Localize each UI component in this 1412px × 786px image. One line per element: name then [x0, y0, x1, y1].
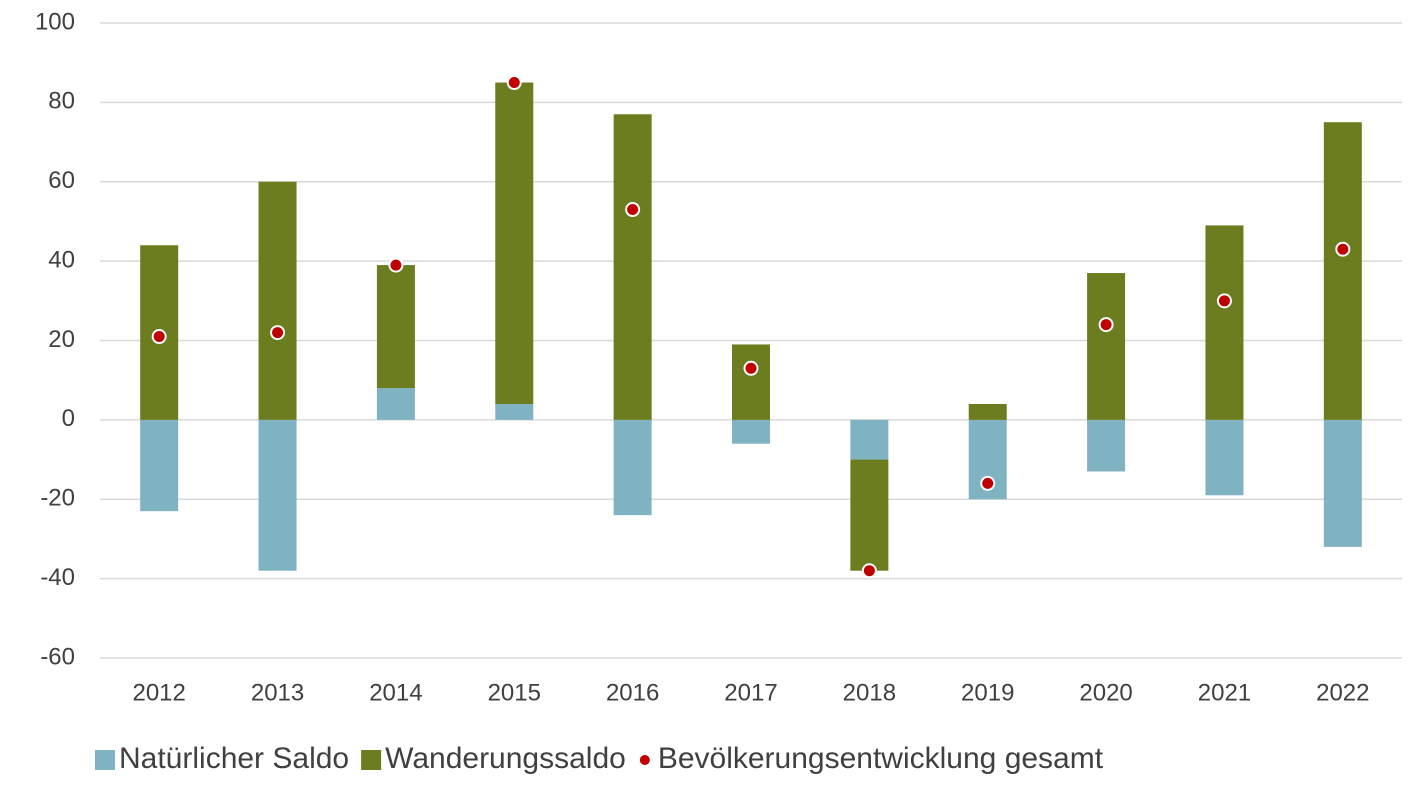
y-tick-label: 100	[35, 8, 75, 35]
bar	[1205, 225, 1244, 420]
legend-label: Bevölkerungsentwicklung gesamt	[658, 742, 1104, 775]
y-tick-label: -20	[40, 485, 75, 512]
dot	[151, 329, 167, 345]
x-tick-label: 2014	[369, 679, 422, 706]
x-tick-label: 2017	[724, 679, 777, 706]
x-tick-label: 2020	[1079, 679, 1132, 706]
legend-symbol	[95, 750, 115, 770]
bar	[376, 388, 415, 420]
x-tick-label: 2016	[606, 679, 659, 706]
bar	[1323, 419, 1362, 547]
dot	[1335, 241, 1351, 257]
dot	[1098, 317, 1114, 333]
bar	[613, 114, 652, 420]
y-tick-label: 60	[48, 167, 75, 194]
bar	[140, 419, 179, 512]
bar	[850, 459, 889, 571]
x-tick-label: 2012	[132, 679, 185, 706]
x-tick-label: 2019	[961, 679, 1014, 706]
legend-symbol	[361, 750, 382, 770]
dot	[388, 257, 404, 273]
legend-symbol	[639, 755, 650, 765]
bar	[850, 419, 889, 460]
dot	[980, 475, 996, 491]
legend-label: Wanderungssaldo	[385, 742, 626, 775]
bar	[1323, 122, 1362, 420]
dot	[743, 360, 759, 376]
x-tick-label: 2013	[251, 679, 304, 706]
bar	[258, 181, 297, 420]
y-tick-label: -60	[40, 643, 75, 670]
legend-label: Natürlicher Saldo	[119, 742, 349, 775]
x-tick-label: 2018	[843, 679, 896, 706]
y-tick-label: -40	[40, 564, 75, 591]
y-tick-label: 0	[62, 405, 75, 432]
bar	[1205, 419, 1244, 496]
dot	[625, 202, 641, 218]
bar	[613, 419, 652, 516]
dot	[270, 325, 286, 341]
x-tick-label: 2015	[488, 679, 541, 706]
y-tick-label: 40	[48, 246, 75, 273]
y-tick-label: 20	[48, 326, 75, 353]
dot	[861, 563, 877, 579]
bar	[495, 404, 534, 420]
dot	[1216, 293, 1232, 309]
bar	[1087, 419, 1126, 472]
bar	[732, 344, 770, 420]
x-tick-label: 2021	[1198, 679, 1251, 706]
bar	[376, 265, 415, 389]
bar	[495, 82, 534, 404]
bar	[968, 404, 1007, 420]
bar	[1087, 273, 1126, 420]
bar	[258, 419, 297, 571]
x-tick-label: 2022	[1316, 679, 1369, 706]
bar	[732, 419, 770, 444]
y-tick-label: 80	[48, 88, 75, 115]
dot	[506, 75, 522, 91]
